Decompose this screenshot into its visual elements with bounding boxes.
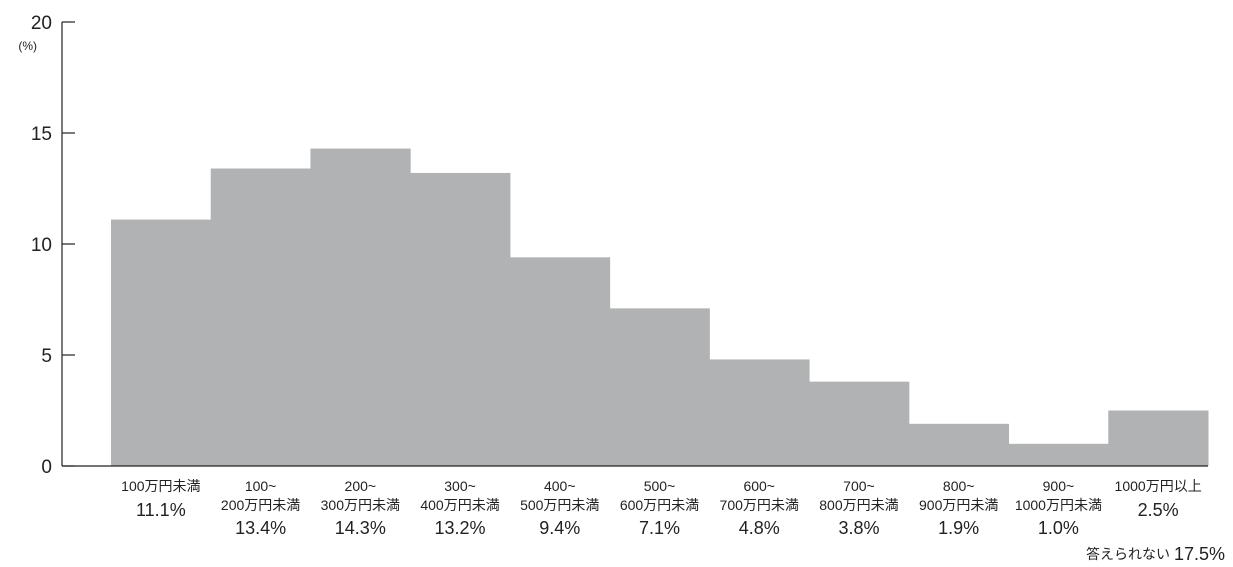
value-label: 1.9% xyxy=(938,518,979,538)
category-4: 300~ 400万円未満 13.2% xyxy=(420,478,499,538)
footnote-value: 17.5% xyxy=(1174,544,1225,564)
category-7: 600~ 700万円未満 4.8% xyxy=(720,478,799,538)
category-3: 200~ 300万円未満 14.3% xyxy=(321,478,400,538)
value-label: 14.3% xyxy=(335,518,386,538)
category-label: 800~ xyxy=(943,478,975,494)
y-axis-unit: (%) xyxy=(18,39,37,53)
y-tick-label-15: 15 xyxy=(31,124,52,145)
y-tick-label-20: 20 xyxy=(31,13,52,34)
category-label: 200~ xyxy=(345,478,377,494)
category-label: 900万円未満 xyxy=(919,497,998,513)
category-label: 300~ xyxy=(444,478,476,494)
bar-9 xyxy=(908,423,1010,466)
category-label: 900~ xyxy=(1043,478,1075,494)
bar-1 xyxy=(111,219,212,466)
category-label: 800万円未満 xyxy=(819,497,898,513)
category-label: 200万円未満 xyxy=(221,497,300,513)
bar-5 xyxy=(509,257,611,466)
category-label: 1000万円未満 xyxy=(1015,497,1102,513)
category-9: 800~ 900万円未満 1.9% xyxy=(919,478,998,538)
value-label: 4.8% xyxy=(739,518,780,538)
y-tick-label-5: 5 xyxy=(41,346,52,367)
bar-2 xyxy=(210,168,311,466)
footnote-label: 答えられない xyxy=(1086,546,1170,562)
category-8: 700~ 800万円未満 3.8% xyxy=(819,478,898,538)
bar-8 xyxy=(809,381,910,466)
category-label: 600万円未満 xyxy=(620,497,699,513)
category-11: 1000万円以上 2.5% xyxy=(1115,478,1202,520)
category-label: 700万円未満 xyxy=(720,497,799,513)
bar-11 xyxy=(1108,410,1209,466)
bars-group xyxy=(111,148,1209,467)
bar-6 xyxy=(609,308,710,466)
value-label: 3.8% xyxy=(838,518,879,538)
category-label: 700~ xyxy=(843,478,875,494)
category-2: 100~ 200万円未満 13.4% xyxy=(221,478,300,538)
category-label: 400~ xyxy=(544,478,576,494)
bar-3 xyxy=(310,148,411,467)
category-label: 500~ xyxy=(644,478,676,494)
x-axis-labels: 100万円未満 11.1% 100~ 200万円未満 13.4% 200~ 300万円未満 1… xyxy=(121,478,1202,538)
bar-7 xyxy=(709,359,810,466)
category-label: 600~ xyxy=(743,478,775,494)
category-6: 500~ 600万円未満 7.1% xyxy=(620,478,699,538)
value-label: 1.0% xyxy=(1038,518,1079,538)
category-10: 900~ 1000万円未満 1.0% xyxy=(1015,478,1102,538)
bar-10 xyxy=(1008,443,1109,466)
bar-4 xyxy=(410,172,511,466)
category-label: 100~ xyxy=(245,478,277,494)
category-label: 500万円未満 xyxy=(520,497,599,513)
y-tick-label-0: 0 xyxy=(41,457,52,478)
value-label: 13.4% xyxy=(235,518,286,538)
category-label: 1000万円以上 xyxy=(1115,478,1202,494)
category-label: 100万円未満 xyxy=(121,478,200,494)
category-label: 400万円未満 xyxy=(420,497,499,513)
y-tick-label-10: 10 xyxy=(31,235,52,256)
value-label: 2.5% xyxy=(1138,500,1179,520)
value-label: 9.4% xyxy=(539,518,580,538)
value-label: 11.1% xyxy=(136,500,186,520)
category-label: 300万円未満 xyxy=(321,497,400,513)
value-label: 7.1% xyxy=(639,518,680,538)
footnote: 答えられない 17.5% xyxy=(1086,544,1225,564)
category-5: 400~ 500万円未満 9.4% xyxy=(520,478,599,538)
value-label: 13.2% xyxy=(435,518,486,538)
category-1: 100万円未満 11.1% xyxy=(121,478,200,520)
y-axis: 0 5 10 15 20 xyxy=(31,13,75,478)
